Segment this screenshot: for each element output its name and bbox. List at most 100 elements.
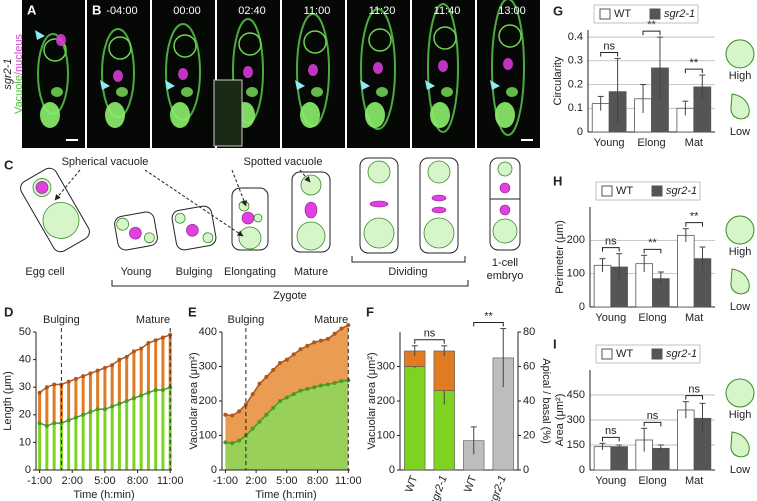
x-tick-label: 11:00	[335, 475, 362, 487]
stage-label: Egg cell	[25, 266, 64, 278]
vacuole	[303, 30, 327, 54]
y-tick-label: 150	[567, 439, 585, 451]
y-tick-label: 50	[19, 326, 31, 338]
point	[339, 326, 344, 331]
point	[95, 407, 100, 412]
point	[81, 374, 86, 379]
vacuole	[202, 232, 214, 244]
shape-label: Low	[730, 464, 750, 476]
y-tick-label: 200	[377, 395, 395, 407]
stain-label: Vacuole/nucleus	[13, 34, 25, 114]
nucleus	[373, 62, 383, 74]
cell-drawing	[171, 205, 217, 251]
point	[73, 376, 78, 381]
vacuole-bright	[311, 87, 323, 97]
x-tick-label: Elong	[638, 475, 666, 487]
time-stamp: 02:40	[238, 5, 266, 17]
y-tick-label: 0	[211, 464, 217, 476]
cell-drawing	[489, 157, 521, 251]
x-tick-label: 5:00	[94, 475, 115, 487]
vacuole-bright	[105, 102, 125, 128]
vacuole	[492, 218, 518, 244]
vacuole-bright	[116, 87, 128, 97]
bar	[404, 366, 426, 471]
legend-label: sgr2-1	[666, 185, 697, 197]
point	[81, 412, 86, 417]
y-tick-label: 0.3	[568, 55, 583, 67]
vacuole	[296, 221, 326, 251]
vacuole	[43, 38, 67, 62]
y-tick-label: 400	[199, 326, 217, 338]
stage-label: Mature	[294, 266, 328, 278]
point	[291, 352, 296, 357]
legend-swatch	[601, 348, 613, 360]
stage-label: Bulging	[176, 266, 213, 278]
point	[305, 386, 310, 391]
vacuole	[143, 232, 155, 244]
cell	[165, 23, 201, 128]
point	[312, 385, 317, 390]
sig-label: ns	[688, 384, 700, 396]
legend-box	[595, 344, 701, 364]
y-axis-label: Length (μm)	[2, 371, 14, 431]
point	[146, 390, 151, 395]
arrowhead	[295, 80, 305, 90]
bar	[593, 446, 612, 471]
point	[257, 419, 262, 424]
stage-label: embryo	[487, 270, 524, 282]
callout-arrow	[54, 169, 81, 201]
nucleus	[438, 60, 448, 72]
callout-arrow	[231, 169, 247, 207]
point	[153, 338, 158, 343]
vacuole	[363, 217, 395, 249]
vacuole	[433, 26, 457, 50]
cell-outline	[491, 0, 525, 136]
panel-label: H	[553, 173, 562, 188]
point	[223, 440, 228, 445]
point	[278, 361, 283, 366]
x-tick-label: Elong	[638, 312, 666, 324]
sig-bracket	[684, 68, 703, 74]
bracket	[111, 280, 469, 287]
y-tick-label: 100	[377, 429, 395, 441]
shape-icon	[725, 39, 755, 69]
y-tick-label: 30	[19, 381, 31, 393]
cell	[100, 28, 135, 128]
y-tick-label: 300	[567, 414, 585, 426]
nucleus	[129, 226, 142, 240]
legend-box	[595, 181, 701, 201]
y-tick-label: 0	[579, 464, 585, 476]
x-tick-label: -1:00	[27, 475, 52, 487]
sig-bracket	[473, 322, 504, 327]
x-tick-label: Young	[595, 475, 626, 487]
stage-label: Young	[121, 266, 152, 278]
point	[124, 399, 129, 403]
x-tick-label: Elong	[637, 137, 665, 149]
vacuole-bright	[365, 102, 385, 128]
inset	[213, 79, 243, 147]
arrowhead	[100, 80, 110, 90]
y-tick-label: 100	[567, 268, 585, 280]
point	[117, 357, 122, 362]
point	[230, 413, 235, 418]
point	[278, 399, 283, 403]
sig-label: ns	[603, 40, 615, 52]
y-axis-label: Vacuolar area (μm²)	[188, 352, 200, 449]
y2-tick-label: 80	[523, 326, 535, 338]
sig-label: **	[690, 211, 699, 223]
y-tick-label: 0	[577, 126, 583, 138]
vacuole-bright	[430, 102, 450, 128]
cell	[295, 13, 330, 128]
area	[225, 380, 349, 470]
point	[339, 378, 344, 383]
y-tick-label: 0	[579, 301, 585, 313]
nucleus	[431, 206, 447, 214]
point	[332, 381, 337, 386]
x-tick-label: Young	[594, 137, 625, 149]
point	[325, 382, 330, 387]
legend-swatch	[651, 348, 663, 360]
panel-label: I	[553, 336, 557, 351]
nucleus	[304, 201, 318, 219]
